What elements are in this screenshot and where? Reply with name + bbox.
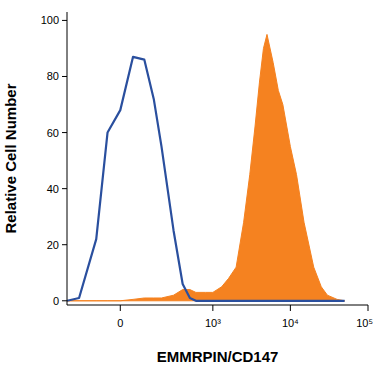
- y-tick-label: 100: [41, 14, 59, 26]
- histogram-line: [67, 57, 345, 301]
- y-tick: [62, 132, 67, 133]
- y-tick-label: 0: [53, 295, 59, 307]
- y-axis-line: [67, 12, 68, 305]
- y-tick: [62, 300, 67, 301]
- histogram-area: [67, 34, 345, 300]
- chart: 0 20 40 60 80 100 0 10³ 10⁴ 10⁵ EMMRPIN/CD147 Relat…: [0, 0, 375, 375]
- y-tick: [62, 244, 67, 245]
- y-tick-label: 20: [47, 239, 59, 251]
- x-tick-label: 0: [117, 317, 123, 329]
- y-tick: [62, 76, 67, 77]
- y-tick-label: 80: [47, 70, 59, 82]
- y-tick: [62, 20, 67, 21]
- x-axis-line: [67, 305, 368, 306]
- plot-area: [67, 34, 345, 300]
- y-tick-label: 60: [47, 127, 59, 139]
- x-tick: [120, 305, 121, 311]
- x-tick-label: 10⁵: [356, 317, 373, 329]
- x-tick-label: 10⁴: [282, 317, 299, 329]
- x-axis-title: EMMRPIN/CD147: [157, 348, 279, 365]
- y-tick: [62, 188, 67, 189]
- y-tick-label: 40: [47, 183, 59, 195]
- x-tick-label: 10³: [205, 317, 221, 329]
- y-axis-title: Relative Cell Number: [2, 83, 19, 233]
- x-tick: [290, 305, 291, 311]
- x-tick: [212, 305, 213, 311]
- x-tick: [368, 305, 369, 311]
